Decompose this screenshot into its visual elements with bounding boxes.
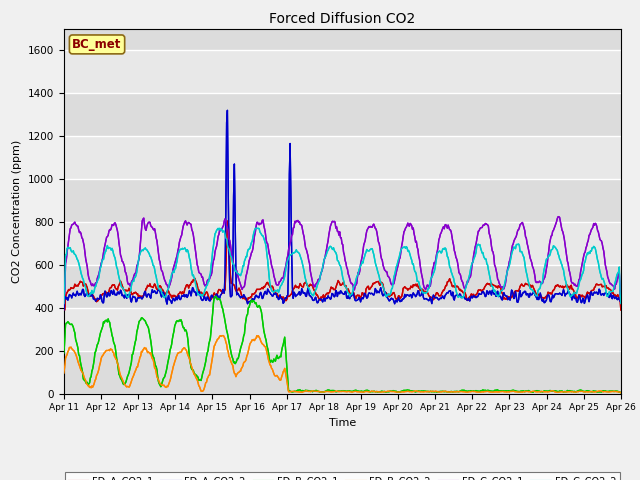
FD_B_CO2_2 [617, 390, 625, 396]
Legend: FD_A_CO2_1, FD_A_CO2_2, FD_B_CO2_1, FD_B_CO2_2, FD_C_CO2_1, FD_C_CO2_2: FD_A_CO2_1, FD_A_CO2_2, FD_B_CO2_1, FD_B… [65, 472, 620, 480]
FD_B_CO2_1 [184, 337, 192, 343]
Bar [64, 222, 621, 265]
FD_B_CO2_2 [214, 336, 221, 342]
FD_A_CO2_1 [184, 282, 192, 288]
FD_C_CO2_2 [214, 227, 221, 232]
FD_A_CO2_2 [70, 292, 78, 298]
Bar [64, 136, 621, 179]
Bar [64, 93, 621, 136]
Line: FD_C_CO2_2: FD_C_CO2_2 [64, 228, 621, 303]
FD_B_CO2_2 [428, 388, 435, 394]
FD_A_CO2_2 [411, 292, 419, 298]
FD_C_CO2_1 [214, 239, 221, 245]
FD_B_CO2_1 [617, 390, 625, 396]
FD_A_CO2_1 [411, 282, 419, 288]
FD_B_CO2_1 [214, 295, 222, 301]
FD_C_CO2_1 [410, 230, 418, 236]
FD_B_CO2_1 [60, 350, 68, 356]
FD_A_CO2_1 [617, 307, 625, 313]
FD_C_CO2_2 [60, 300, 68, 306]
FD_B_CO2_1 [212, 293, 220, 299]
FD_C_CO2_2 [411, 269, 419, 275]
FD_A_CO2_2 [223, 108, 231, 113]
FD_A_CO2_1 [60, 307, 68, 313]
X-axis label: Time: Time [329, 418, 356, 428]
FD_B_CO2_2 [411, 388, 419, 394]
Bar [64, 308, 621, 351]
FD_A_CO2_2 [127, 299, 135, 305]
FD_C_CO2_2 [127, 283, 135, 288]
FD_C_CO2_1 [426, 283, 434, 289]
FD_A_CO2_1 [428, 294, 435, 300]
FD_B_CO2_2 [127, 378, 135, 384]
FD_A_CO2_2 [428, 298, 435, 303]
Line: FD_A_CO2_2: FD_A_CO2_2 [64, 110, 621, 310]
FD_A_CO2_2 [184, 293, 192, 299]
Text: BC_met: BC_met [72, 38, 122, 51]
FD_C_CO2_2 [617, 300, 625, 306]
FD_A_CO2_1 [225, 218, 232, 224]
Y-axis label: CO2 Concentration (ppm): CO2 Concentration (ppm) [12, 140, 22, 283]
FD_C_CO2_1 [70, 220, 78, 226]
FD_B_CO2_2 [184, 352, 192, 358]
Line: FD_B_CO2_2: FD_B_CO2_2 [64, 336, 621, 393]
Bar [64, 265, 621, 308]
FD_A_CO2_1 [214, 291, 221, 297]
FD_B_CO2_1 [70, 327, 78, 333]
Title: Forced Diffusion CO2: Forced Diffusion CO2 [269, 12, 415, 26]
FD_B_CO2_1 [127, 360, 135, 365]
FD_B_CO2_2 [60, 370, 68, 376]
FD_C_CO2_2 [428, 276, 435, 281]
FD_A_CO2_2 [214, 292, 221, 298]
FD_C_CO2_1 [127, 279, 135, 285]
Line: FD_C_CO2_1: FD_C_CO2_1 [64, 216, 621, 303]
Bar [64, 50, 621, 93]
FD_B_CO2_1 [411, 389, 419, 395]
Bar [64, 179, 621, 222]
FD_B_CO2_2 [216, 333, 224, 338]
FD_B_CO2_1 [428, 389, 435, 395]
FD_A_CO2_2 [617, 295, 625, 301]
FD_B_CO2_2 [70, 348, 78, 354]
Bar [64, 351, 621, 394]
FD_C_CO2_2 [70, 251, 78, 256]
FD_A_CO2_1 [70, 285, 78, 290]
FD_C_CO2_1 [184, 220, 192, 226]
FD_C_CO2_1 [555, 214, 563, 219]
FD_C_CO2_1 [617, 300, 625, 306]
FD_A_CO2_2 [60, 307, 68, 313]
Line: FD_A_CO2_1: FD_A_CO2_1 [64, 221, 621, 310]
Line: FD_B_CO2_1: FD_B_CO2_1 [64, 296, 621, 393]
FD_C_CO2_1 [60, 300, 68, 306]
FD_C_CO2_2 [184, 248, 192, 253]
FD_A_CO2_1 [127, 290, 135, 296]
FD_C_CO2_2 [214, 226, 222, 231]
